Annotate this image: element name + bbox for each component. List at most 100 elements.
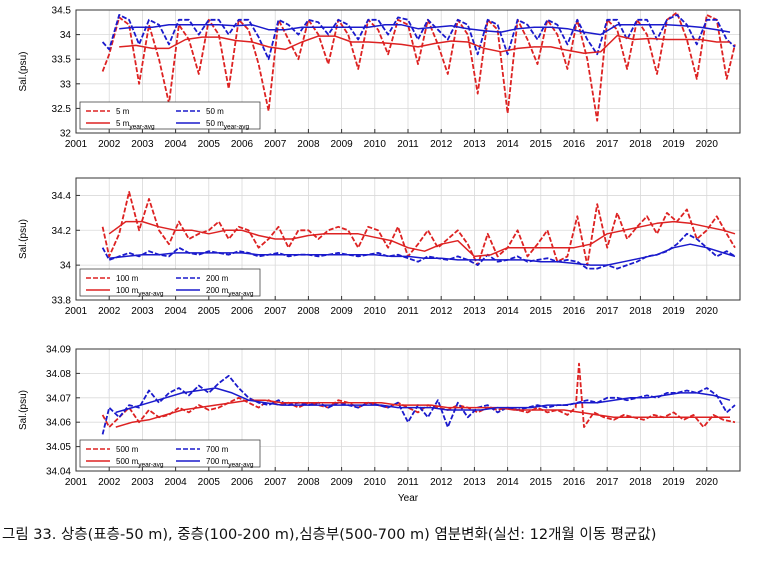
- y-tick-label: 34.05: [46, 442, 71, 453]
- x-tick-label: 2014: [496, 477, 519, 488]
- y-tick-label: 34.08: [46, 369, 71, 380]
- legend: 100 m 200 m 100 myear-avg 200 myear-avg: [79, 268, 261, 298]
- series-line-5-m: [101, 11, 736, 122]
- chart-panel-1: 2001 2002 2003 2004 2005 2006 2007 2008 2009 2010…: [18, 6, 741, 150]
- x-tick-label: 2015: [530, 306, 553, 317]
- x-tick-label: 2001: [65, 477, 88, 488]
- legend: 5 m 50 m 5 myear-avg 50 myear-avg: [79, 101, 261, 131]
- chart-panel-2: 2001 2002 2003 2004 2005 2006 2007 2008 2009 2010…: [18, 177, 741, 317]
- y-axis-label: Sal.(psu): [18, 390, 29, 430]
- y-tick-label: 32.5: [52, 104, 72, 115]
- legend-label: 700 myear-avg: [206, 457, 254, 469]
- x-tick-label: 2010: [364, 139, 387, 150]
- series-line-200-m-year-avg: [109, 243, 736, 266]
- x-tick-label: 2009: [330, 139, 353, 150]
- x-tick-label: 2005: [198, 477, 221, 488]
- y-tick-label: 32: [60, 129, 72, 140]
- x-tick-label: 2020: [696, 306, 719, 317]
- x-tick-label: 2005: [198, 306, 221, 317]
- legend-box: [79, 439, 261, 468]
- x-tick-label: 2015: [530, 477, 553, 488]
- legend-label: 5 m: [116, 107, 130, 116]
- x-tick-label: 2012: [430, 477, 453, 488]
- x-tick-label: 2011: [397, 477, 419, 488]
- series-line-500-m: [101, 362, 736, 429]
- x-tick-label: 2004: [164, 306, 187, 317]
- legend-box: [79, 268, 261, 297]
- x-tick-label: 2002: [98, 306, 121, 317]
- x-tick-label: 2006: [231, 477, 254, 488]
- x-tick-label: 2005: [198, 139, 221, 150]
- x-tick-label: 2009: [330, 477, 353, 488]
- x-tick-label: 2006: [231, 306, 254, 317]
- x-tick-label: 2015: [530, 139, 553, 150]
- y-tick-label: 34: [60, 30, 72, 41]
- x-tick-label: 2010: [364, 306, 387, 317]
- x-tick-label: 2008: [297, 139, 320, 150]
- series-line-700-m-year-avg: [115, 387, 731, 414]
- x-tick-label: 2001: [65, 306, 88, 317]
- x-tick-label: 2003: [131, 306, 154, 317]
- x-tick-label: 2020: [696, 477, 719, 488]
- x-tick-label: 2017: [596, 139, 619, 150]
- x-tick-label: 2007: [264, 477, 287, 488]
- legend-label: 200 myear-avg: [206, 286, 254, 298]
- x-tick-label: 2004: [164, 477, 187, 488]
- legend-label: 200 m: [206, 274, 229, 283]
- x-tick-label: 2012: [430, 306, 453, 317]
- x-tick-label: 2018: [629, 477, 652, 488]
- x-tick-label: 2004: [164, 139, 187, 150]
- x-tick-label: 2007: [264, 306, 287, 317]
- x-tick-label: 2019: [662, 306, 685, 317]
- x-tick-label: 2019: [662, 477, 685, 488]
- legend-label: 700 m: [206, 445, 229, 454]
- legend-label: 50 m: [206, 107, 224, 116]
- x-tick-label: 2016: [563, 477, 586, 488]
- y-axis-label: Sal.(psu): [18, 219, 29, 259]
- series-line-50-m-year-avg: [119, 24, 731, 36]
- x-tick-label: 2011: [397, 139, 419, 150]
- series-line-500-m-year-avg: [115, 399, 730, 428]
- salinity-figure: 2001 2002 2003 2004 2005 2006 2007 2008 2009 2010…: [18, 6, 741, 504]
- x-tick-label: 2017: [596, 477, 619, 488]
- x-tick-label: 2008: [297, 306, 320, 317]
- x-tick-label: 2020: [696, 139, 719, 150]
- x-tick-label: 2017: [596, 306, 619, 317]
- legend: 500 m 700 m 500 myear-avg 700 myear-avg: [79, 439, 261, 469]
- series-line-100-m-year-avg: [108, 220, 736, 258]
- series-line-100-m: [101, 190, 736, 267]
- x-tick-label: 2006: [231, 139, 254, 150]
- legend-label: 50 myear-avg: [206, 119, 249, 131]
- x-tick-label: 2008: [297, 477, 320, 488]
- x-tick-label: 2019: [662, 139, 685, 150]
- x-tick-label: 2001: [65, 139, 88, 150]
- y-tick-label: 34.09: [46, 345, 71, 356]
- x-tick-label: 2018: [629, 306, 652, 317]
- x-tick-label: 2013: [463, 477, 486, 488]
- legend-label: 500 m: [116, 445, 139, 454]
- legend-label: 100 m: [116, 274, 139, 283]
- x-tick-label: 2007: [264, 139, 287, 150]
- x-tick-label: 2009: [330, 306, 353, 317]
- x-tick-label: 2014: [496, 306, 519, 317]
- x-tick-label: 2012: [430, 139, 453, 150]
- x-tick-label: 2018: [629, 139, 652, 150]
- y-tick-label: 33.5: [52, 55, 72, 66]
- x-tick-label: 2003: [131, 477, 154, 488]
- y-tick-label: 34.4: [52, 191, 72, 202]
- y-tick-label: 34.06: [46, 418, 71, 429]
- y-tick-label: 34.5: [52, 6, 72, 17]
- x-tick-label: 2010: [364, 477, 387, 488]
- figure-caption: 그림 33. 상층(표층-50 m), 중층(100-200 m),심층부(50…: [2, 527, 657, 543]
- y-tick-label: 34: [60, 261, 72, 272]
- x-tick-label: 2002: [98, 477, 121, 488]
- series-line-5-m-year-avg: [119, 34, 730, 55]
- y-tick-label: 33: [60, 79, 72, 90]
- x-tick-label: 2002: [98, 139, 121, 150]
- y-tick-label: 34.07: [46, 393, 71, 404]
- legend-label: 5 myear-avg: [116, 119, 155, 131]
- legend-label: 500 myear-avg: [116, 457, 164, 469]
- x-tick-label: 2011: [397, 306, 419, 317]
- x-tick-label: 2013: [463, 139, 486, 150]
- x-tick-label: 2016: [563, 139, 586, 150]
